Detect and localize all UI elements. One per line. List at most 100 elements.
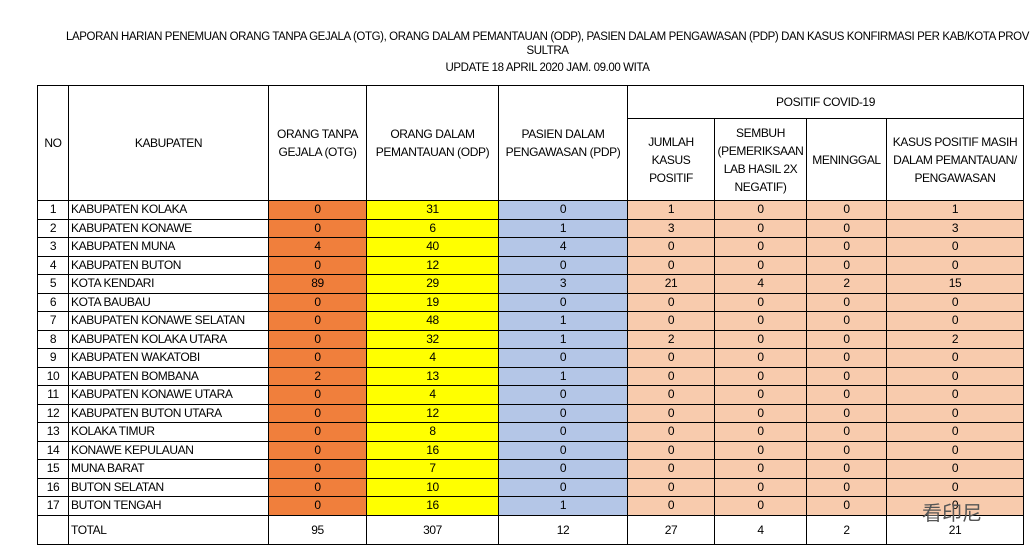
cell: 0	[885, 403, 1025, 423]
cell: 16	[366, 440, 499, 460]
column-header: NO	[37, 85, 69, 201]
cell: 19	[366, 292, 499, 312]
cell: 0	[627, 422, 715, 442]
cell: 12	[37, 403, 69, 423]
cell: 4	[714, 274, 807, 294]
cell: 0	[885, 255, 1025, 275]
cell: 0	[627, 496, 715, 516]
cell: 12	[366, 255, 499, 275]
data-row: 6 KOTA BAUBAU 0 19 0 0 0 0 0	[37, 292, 1025, 312]
data-row: 8 KABUPATEN KOLAKA UTARA 0 32 1 2 0 0 2	[37, 329, 1025, 349]
cell: 17	[37, 496, 69, 516]
cell: 11	[37, 385, 69, 405]
column-header: ORANG TANPA GEJALA (OTG)	[268, 85, 367, 201]
cell: 1	[498, 218, 628, 238]
cell: 7	[366, 459, 499, 479]
cell: 0	[885, 440, 1025, 460]
cell: 0	[806, 292, 887, 312]
data-row: 12 KABUPATEN BUTON UTARA 0 12 0 0 0 0 0	[37, 403, 1025, 423]
cell: 0	[806, 255, 887, 275]
cell: 0	[885, 385, 1025, 405]
cell: 0	[885, 292, 1025, 312]
cell: 0	[714, 496, 807, 516]
cell: 0	[885, 237, 1025, 257]
cell: 1	[627, 200, 715, 220]
cell: 0	[714, 440, 807, 460]
cell: KOLAKA TIMUR	[68, 422, 269, 442]
cell: 0	[498, 459, 628, 479]
cell: 0	[498, 255, 628, 275]
column-header: KASUS POSITIF MASIH DALAM PEMANTAUAN/ PE…	[885, 118, 1025, 201]
cell: 0	[268, 218, 367, 238]
cell: 2	[806, 514, 887, 545]
cell: 0	[714, 200, 807, 220]
cell: 0	[714, 385, 807, 405]
cell: 0	[627, 255, 715, 275]
cell: KOTA KENDARI	[68, 274, 269, 294]
cell: 0	[714, 403, 807, 423]
cell: KONAWE KEPULAUAN	[68, 440, 269, 460]
cell: 0	[268, 496, 367, 516]
cell: 0	[806, 403, 887, 423]
data-row: 16 BUTON SELATAN 0 10 0 0 0 0 0	[37, 477, 1025, 497]
cell: 3	[885, 218, 1025, 238]
cell: 0	[714, 292, 807, 312]
cell: 0	[885, 459, 1025, 479]
cell: 0	[268, 385, 367, 405]
cell: 4	[268, 237, 367, 257]
cell: 1	[498, 366, 628, 386]
cell: 6	[37, 292, 69, 312]
data-row: 14 KONAWE KEPULAUAN 0 16 0 0 0 0 0	[37, 440, 1025, 460]
cell: 1	[498, 329, 628, 349]
cell: 0	[714, 255, 807, 275]
total-row: TOTAL 95 307 12 27 4 2 21	[37, 514, 1025, 545]
cell: 0	[268, 255, 367, 275]
data-row: 10 KABUPATEN BOMBANA 2 13 1 0 0 0 0	[37, 366, 1025, 386]
cell: 0	[627, 440, 715, 460]
data-row: 11 KABUPATEN KONAWE UTARA 0 4 0 0 0 0 0	[37, 385, 1025, 405]
header-row: NO KABUPATEN ORANG TANPA GEJALA (OTG) ORANG…	[37, 85, 1025, 201]
cell: 0	[627, 292, 715, 312]
cell: 1	[885, 200, 1025, 220]
column-header: SEMBUH (PEMERIKSAAN LAB HASIL 2X NEGATIF…	[714, 118, 807, 201]
cell: 0	[806, 366, 887, 386]
cell: 0	[806, 200, 887, 220]
cell: 0	[714, 422, 807, 442]
cell: 0	[714, 459, 807, 479]
cell: 27	[627, 514, 715, 545]
cell: 0	[714, 366, 807, 386]
cell: 0	[498, 292, 628, 312]
cell: 3	[627, 218, 715, 238]
cell: 5	[37, 274, 69, 294]
cell: 0	[498, 385, 628, 405]
cell: 95	[268, 514, 367, 545]
cell: 48	[366, 311, 499, 331]
cell: 31	[366, 200, 499, 220]
cell: 0	[268, 200, 367, 220]
cell: 2	[627, 329, 715, 349]
cell: 4	[366, 348, 499, 368]
group-header: POSITIF COVID-19	[626, 85, 1025, 119]
column-header: MENINGGAL	[806, 118, 887, 201]
cell: 2	[268, 366, 367, 386]
cell: 0	[885, 311, 1025, 331]
data-row: 7 KABUPATEN KONAWE SELATAN 0 48 1 0 0 0 0	[37, 311, 1025, 331]
cell: 12	[498, 514, 628, 545]
column-header: ORANG DALAM PEMANTAUAN (ODP)	[366, 85, 499, 201]
cell: 0	[627, 477, 715, 497]
data-row: 1 KABUPATEN KOLAKA 0 31 0 1 0 0 1	[37, 200, 1025, 220]
report-table: NO KABUPATEN ORANG TANPA GEJALA (OTG) ORANG…	[37, 85, 1025, 545]
cell: KABUPATEN BUTON	[68, 255, 269, 275]
cell: 10	[366, 477, 499, 497]
cell: 0	[268, 477, 367, 497]
column-header: PASIEN DALAM PENGAWASAN (PDP)	[498, 85, 628, 201]
cell: 0	[268, 311, 367, 331]
cell: 32	[366, 329, 499, 349]
cell: 0	[714, 218, 807, 238]
cell: 3	[37, 237, 69, 257]
cell: 0	[806, 477, 887, 497]
cell: 15	[37, 459, 69, 479]
cell: 0	[806, 459, 887, 479]
cell: 0	[498, 422, 628, 442]
